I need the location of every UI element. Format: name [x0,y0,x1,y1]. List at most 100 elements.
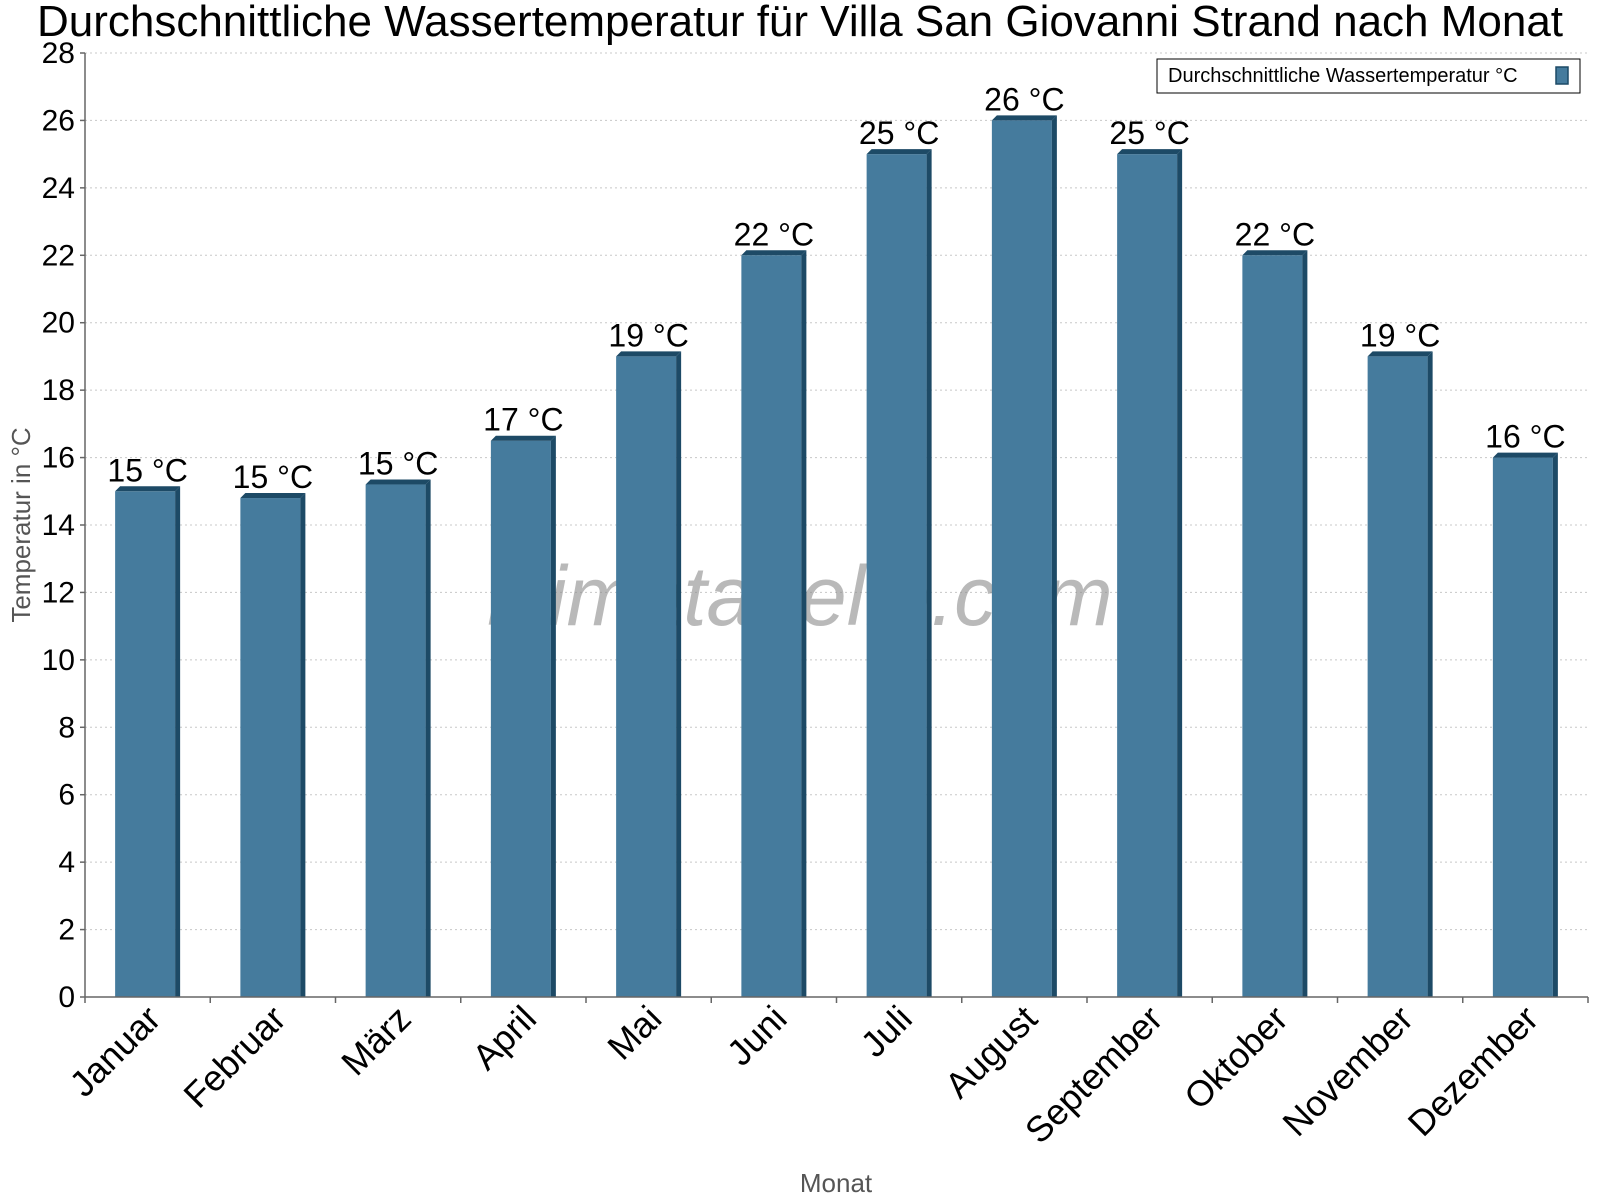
bar-face [1242,255,1303,998]
bar-side [676,351,682,997]
y-tick-label: 12 [42,576,75,609]
bars [115,115,1558,998]
x-tick-label: Dezember [1400,998,1546,1144]
bar-face [365,484,426,997]
y-tick-label: 24 [42,172,75,205]
bar-face [1117,154,1178,998]
x-tick-label: September [1017,998,1171,1152]
legend: Durchschnittliche Wassertemperatur °C [1156,58,1581,94]
bar-august [991,115,1057,997]
bar-dezember [1492,452,1558,998]
bar-top [1367,351,1433,357]
bar-face [741,255,802,998]
chart-title: Durchschnittliche Wassertemperatur für V… [37,0,1563,46]
x-tick-label: Mai [599,998,669,1068]
y-tick-label: 4 [58,846,75,879]
bar-side [1552,452,1558,998]
bar-oktober [1242,250,1308,998]
bar-top [1117,149,1183,155]
bar-november [1367,351,1433,997]
x-tick-label: November [1274,998,1420,1144]
bar-face [115,491,176,997]
y-tick-label: 0 [58,981,75,1014]
y-tick-label: 20 [42,307,75,340]
y-tick-label: 14 [42,509,75,542]
x-tick-labels: Januar Februar März April Mai Juni Juli AugustS… [61,998,1546,1152]
x-axis-label: Monat [800,1168,873,1198]
bar-top [490,435,556,441]
bar-data-label: 19 °C [608,317,688,353]
y-tick-label: 8 [58,711,75,744]
bar-side [300,493,306,997]
x-tick-label: August [937,998,1045,1106]
bar-side [801,250,807,998]
bar-februar [240,493,306,997]
x-tick-label: Juli [853,998,920,1065]
x-tick-label: Februar [175,998,293,1116]
gridlines [85,52,1588,931]
bar-data-label: 15 °C [358,446,438,482]
bar-juni [741,250,807,998]
bar-side [1302,250,1308,998]
bar-top [1242,250,1308,256]
legend-label: Durchschnittliche Wassertemperatur °C [1168,65,1518,87]
bar-side [550,435,556,997]
bar-top [741,250,807,256]
bar-face [866,154,927,998]
bar-side [1051,115,1057,997]
bar-data-label: 15 °C [107,452,187,488]
x-tick-label: März [333,998,419,1084]
bar-data-label: 15 °C [233,459,313,495]
bar-face [616,356,677,997]
bar-januar [115,486,181,997]
bar-face [490,440,551,997]
x-tick-label: Juni [719,998,795,1074]
bar-data-label: 25 °C [859,115,939,151]
x-tick-label: Januar [61,998,168,1105]
bar-top [115,486,181,492]
y-tick-label: 18 [42,374,75,407]
bar-side [926,149,932,998]
bar-juli [866,149,932,998]
bar-september [1117,149,1183,998]
y-tick-label: 2 [58,914,75,947]
bar-april [490,435,556,997]
bar-top [1492,452,1558,458]
bar-märz [365,479,431,997]
x-tick-label: Oktober [1176,998,1296,1118]
bar-face [1492,457,1553,998]
bar-data-label: 16 °C [1485,419,1565,455]
legend-box [1156,58,1581,94]
bar-top [365,479,431,485]
bar-data-labels: 15 °C 15 °C 15 °C 17 °C 19 °C 22 °C 25 °C 26 °C… [107,81,1565,495]
bar-top [991,115,1057,121]
bar-top [240,493,306,499]
bar-face [240,498,301,997]
legend-swatch [1555,66,1569,85]
bar-top [616,351,682,357]
y-tick-label: 22 [42,239,75,272]
y-tick-label: 28 [42,37,75,70]
y-axis-label: Temperatur in °C [6,427,36,622]
y-tick-label: 10 [42,644,75,677]
bar-side [1427,351,1433,997]
bar-data-label: 25 °C [1109,115,1189,151]
bar-side [1177,149,1183,998]
y-tick-label: 16 [42,442,75,475]
bar-face [991,120,1052,997]
bar-side [425,479,431,997]
y-tick-label: 6 [58,779,75,812]
y-tick-label: 26 [42,104,75,137]
bar-data-label: 22 °C [734,216,814,252]
bar-mai [616,351,682,997]
bar-side [175,486,181,997]
bar-top [866,149,932,155]
bar-face [1367,356,1428,997]
x-tick-label: April [464,998,544,1078]
axes [80,52,1589,1003]
bar-data-label: 19 °C [1360,317,1440,353]
bar-data-label: 17 °C [483,402,563,438]
bar-data-label: 22 °C [1235,216,1315,252]
